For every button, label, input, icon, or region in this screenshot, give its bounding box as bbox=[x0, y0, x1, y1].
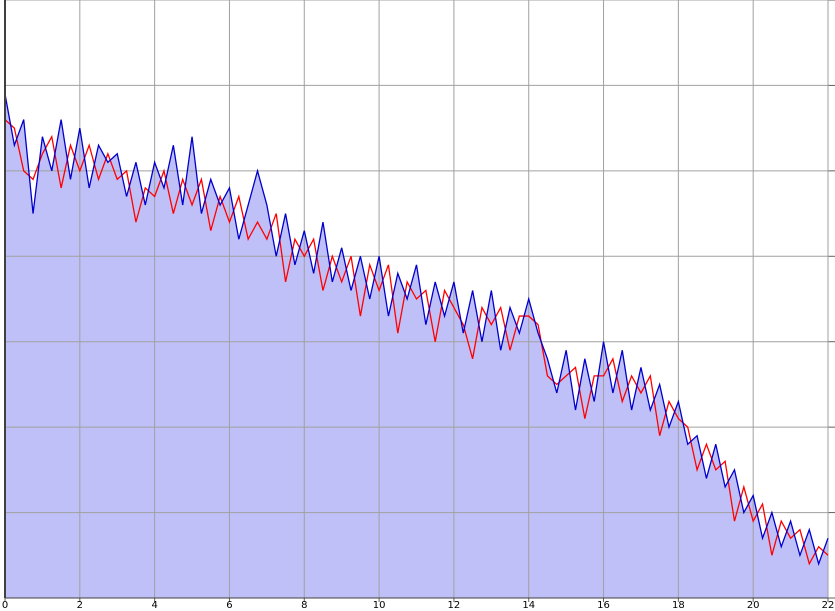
series-line bbox=[4, 93, 829, 566]
x-tick-label: 20 bbox=[747, 600, 760, 611]
x-tick-label: 8 bbox=[301, 600, 307, 611]
x-tick-label: 14 bbox=[522, 600, 535, 611]
x-tick-label: 10 bbox=[373, 600, 386, 611]
x-tick-label: 16 bbox=[597, 600, 610, 611]
x-tick-label: 18 bbox=[672, 600, 685, 611]
x-tick-label: 4 bbox=[151, 600, 157, 611]
x-tick-label: 12 bbox=[448, 600, 461, 611]
x-tick-label: 0 bbox=[2, 600, 8, 611]
x-tick-label: 6 bbox=[226, 600, 232, 611]
area bbox=[5, 93, 828, 598]
x-tick-label: 22 bbox=[822, 600, 835, 611]
x-tick-label: 2 bbox=[77, 600, 83, 611]
